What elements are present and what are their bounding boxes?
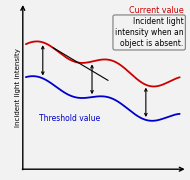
Text: Threshold value: Threshold value xyxy=(39,114,100,123)
Text: Incident light
intensity when an
object is absent.: Incident light intensity when an object … xyxy=(115,17,184,48)
Text: Incident light intensity: Incident light intensity xyxy=(15,48,21,127)
Text: Current value: Current value xyxy=(129,6,184,15)
